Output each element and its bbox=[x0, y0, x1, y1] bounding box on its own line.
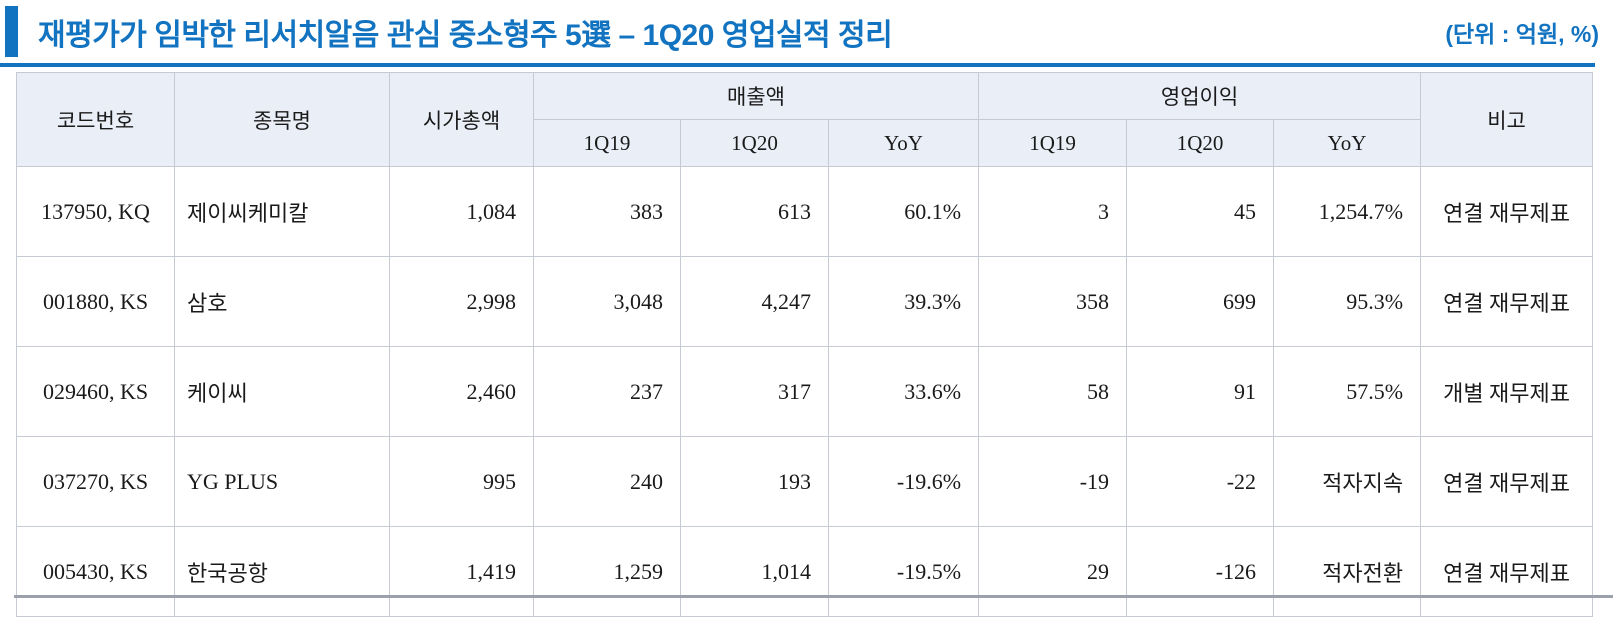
table-row: 029460, KS 케이씨 2,460 237 317 33.6% 58 91… bbox=[16, 346, 1594, 437]
cell-sales-1q19: 383 bbox=[533, 166, 681, 257]
header-row-groups: 코드번호 종목명 시가총액 매출액 영업이익 비고 bbox=[16, 72, 1594, 167]
cell-code: 029460, KS bbox=[16, 346, 175, 437]
cell-name: 제이씨케미칼 bbox=[174, 166, 390, 257]
cell-code: 005430, KS bbox=[16, 526, 175, 617]
title-accent-bar bbox=[5, 6, 18, 57]
cell-op-yoy: 1,254.7% bbox=[1273, 166, 1422, 257]
cell-sales-yoy: -19.6% bbox=[827, 436, 980, 527]
header-cell-op-yoy: YoY bbox=[1273, 119, 1422, 167]
cell-note: 연결 재무제표 bbox=[1420, 256, 1594, 347]
cell-op-1q20: 699 bbox=[1126, 256, 1275, 347]
cell-sales-1q20: 613 bbox=[680, 166, 829, 257]
header-cell-name: 종목명 bbox=[174, 72, 390, 167]
table-row: 137950, KQ 제이씨케미칼 1,084 383 613 60.1% 3 … bbox=[16, 166, 1594, 257]
cell-sales-1q19: 1,259 bbox=[533, 526, 681, 617]
cell-note: 연결 재무제표 bbox=[1420, 526, 1594, 617]
header-cell-note: 비고 bbox=[1420, 72, 1594, 167]
cell-sales-1q20: 4,247 bbox=[680, 256, 829, 347]
cell-op-yoy: 적자전환 bbox=[1273, 526, 1422, 617]
table-row: 037270, KS YG PLUS 995 240 193 -19.6% -1… bbox=[16, 436, 1594, 527]
cell-op-1q20: -126 bbox=[1126, 526, 1275, 617]
title-band: 재평가가 임박한 리서치알음 관심 중소형주 5選 – 1Q20 영업실적 정리… bbox=[0, 0, 1613, 63]
header-cell-sales-1q20: 1Q20 bbox=[680, 119, 829, 167]
cell-name: 삼호 bbox=[174, 256, 390, 347]
cell-op-1q19: 358 bbox=[978, 256, 1128, 347]
cell-sales-1q20: 1,014 bbox=[680, 526, 829, 617]
cell-sales-yoy: 60.1% bbox=[827, 166, 980, 257]
header-cell-op-1q20: 1Q20 bbox=[1126, 119, 1275, 167]
cell-sales-yoy: -19.5% bbox=[827, 526, 980, 617]
table-bottom-rule bbox=[14, 595, 1613, 598]
header-group-operating-profit: 영업이익 bbox=[978, 72, 1422, 120]
table-row: 005430, KS 한국공항 1,419 1,259 1,014 -19.5%… bbox=[16, 526, 1594, 617]
cell-code: 001880, KS bbox=[16, 256, 175, 347]
cell-marketcap: 1,419 bbox=[389, 526, 534, 617]
cell-op-yoy: 적자지속 bbox=[1273, 436, 1422, 527]
header-cell-sales-yoy: YoY bbox=[827, 119, 980, 167]
table-body: 137950, KQ 제이씨케미칼 1,084 383 613 60.1% 3 … bbox=[16, 166, 1594, 617]
header-row-subcolumns: 1Q19 1Q20 YoY 1Q19 1Q20 YoY bbox=[17, 119, 1593, 167]
header-cell-op-1q19: 1Q19 bbox=[978, 119, 1128, 167]
cell-marketcap: 995 bbox=[389, 436, 534, 527]
page-title: 재평가가 임박한 리서치알음 관심 중소형주 5選 – 1Q20 영업실적 정리 bbox=[38, 18, 893, 52]
header-group-sales: 매출액 bbox=[532, 72, 980, 120]
table-row: 001880, KS 삼호 2,998 3,048 4,247 39.3% 35… bbox=[16, 256, 1594, 347]
table-header: 코드번호 종목명 시가총액 매출액 영업이익 비고 1Q19 1Q20 YoY … bbox=[16, 72, 1594, 167]
cell-sales-1q19: 3,048 bbox=[533, 256, 681, 347]
cell-note: 개별 재무제표 bbox=[1420, 346, 1594, 437]
cell-op-1q19: -19 bbox=[978, 436, 1128, 527]
cell-note: 연결 재무제표 bbox=[1420, 166, 1594, 257]
cell-sales-yoy: 39.3% bbox=[827, 256, 980, 347]
cell-name: YG PLUS bbox=[174, 436, 390, 527]
cell-marketcap: 2,998 bbox=[389, 256, 534, 347]
cell-name: 한국공항 bbox=[174, 526, 390, 617]
cell-op-1q19: 29 bbox=[978, 526, 1128, 617]
cell-name: 케이씨 bbox=[174, 346, 390, 437]
cell-sales-1q19: 237 bbox=[533, 346, 681, 437]
cell-op-yoy: 57.5% bbox=[1273, 346, 1422, 437]
cell-code: 037270, KS bbox=[16, 436, 175, 527]
cell-op-1q20: 45 bbox=[1126, 166, 1275, 257]
cell-sales-yoy: 33.6% bbox=[827, 346, 980, 437]
cell-marketcap: 1,084 bbox=[389, 166, 534, 257]
cell-sales-1q20: 193 bbox=[680, 436, 829, 527]
cell-code: 137950, KQ bbox=[16, 166, 175, 257]
cell-op-1q19: 3 bbox=[978, 166, 1128, 257]
cell-op-1q20: 91 bbox=[1126, 346, 1275, 437]
cell-op-1q19: 58 bbox=[978, 346, 1128, 437]
cell-sales-1q19: 240 bbox=[533, 436, 681, 527]
cell-note: 연결 재무제표 bbox=[1420, 436, 1594, 527]
results-table: 코드번호 종목명 시가총액 매출액 영업이익 비고 1Q19 1Q20 YoY … bbox=[16, 72, 1594, 617]
unit-label: (단위 : 억원, %) bbox=[1445, 20, 1599, 47]
header-cell-marketcap: 시가총액 bbox=[389, 72, 534, 167]
cell-marketcap: 2,460 bbox=[389, 346, 534, 437]
title-underline bbox=[0, 63, 1595, 67]
cell-sales-1q20: 317 bbox=[680, 346, 829, 437]
header-cell-code: 코드번호 bbox=[16, 72, 175, 167]
cell-op-1q20: -22 bbox=[1126, 436, 1275, 527]
header-cell-sales-1q19: 1Q19 bbox=[533, 119, 681, 167]
cell-op-yoy: 95.3% bbox=[1273, 256, 1422, 347]
